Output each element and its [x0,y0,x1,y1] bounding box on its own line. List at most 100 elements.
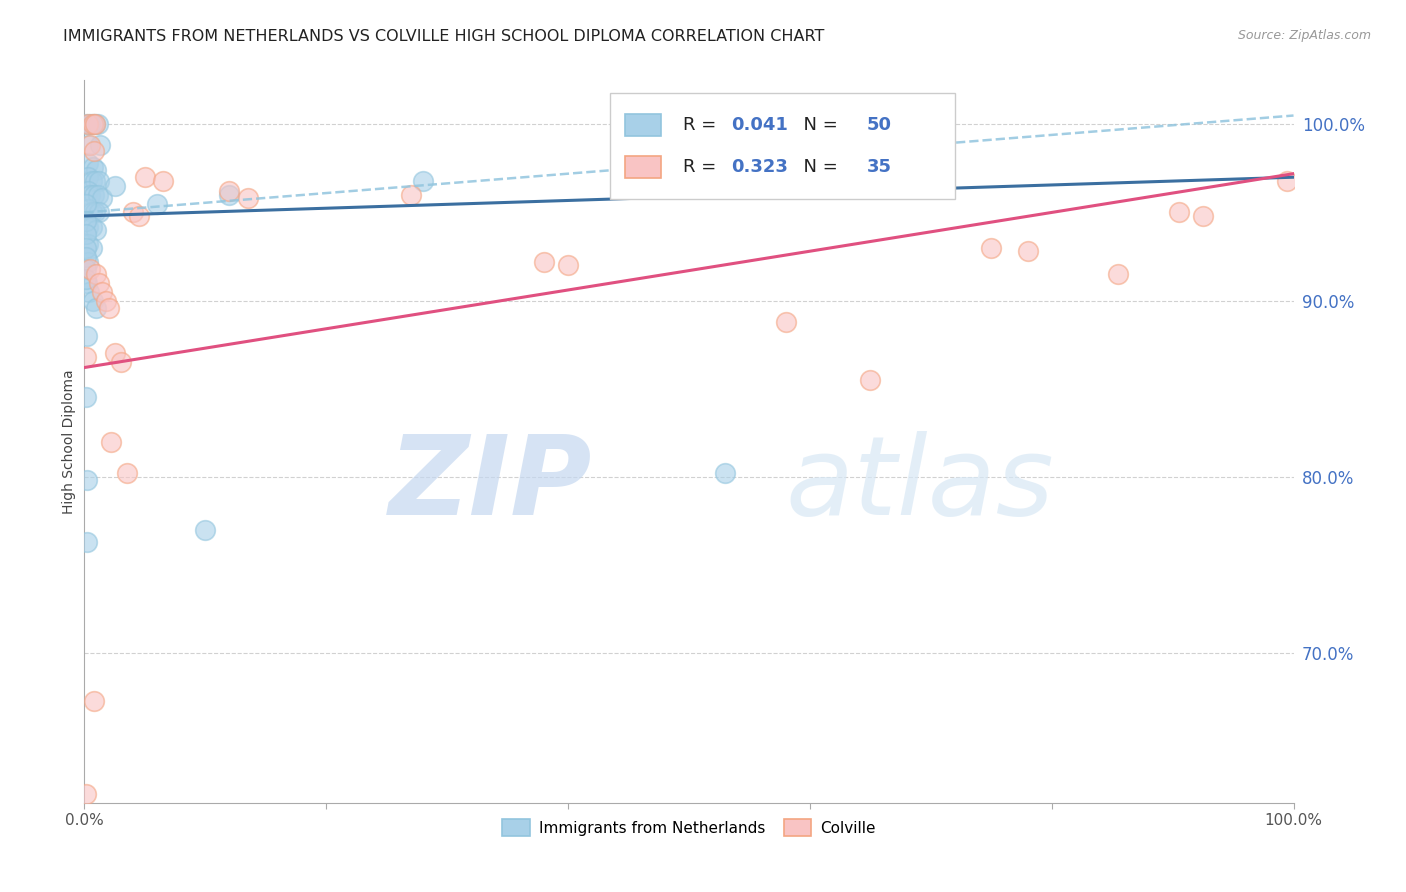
Text: R =: R = [683,116,721,134]
Point [86,301,108,315]
Text: Source: ZipAtlas.com: Source: ZipAtlas.com [1237,29,1371,42]
Point [134,170,156,185]
Point [412,174,434,188]
Point [80,219,103,234]
Point [533,254,555,268]
Text: ZIP: ZIP [388,432,592,539]
Point [194,523,217,537]
Point [82,117,104,131]
Point [110,355,132,369]
Point [79,138,101,153]
Point [86,117,108,131]
Point [79,187,101,202]
Point [86,163,108,178]
Point [77,156,100,170]
Point [84,174,107,188]
Point [89,138,111,153]
Point [82,117,104,131]
Point [77,237,100,252]
Point [79,261,101,276]
Point [859,373,882,387]
Point [83,187,105,202]
Point [146,196,169,211]
Point [1017,244,1039,259]
Point [77,285,100,299]
Point [75,272,97,286]
Point [83,693,105,707]
Text: atlas: atlas [786,432,1054,539]
Point [86,187,108,202]
Point [115,467,138,481]
Text: IMMIGRANTS FROM NETHERLANDS VS COLVILLE HIGH SCHOOL DIPLOMA CORRELATION CHART: IMMIGRANTS FROM NETHERLANDS VS COLVILLE … [63,29,825,44]
Point [82,160,104,174]
Point [77,170,100,185]
Text: R =: R = [683,158,721,176]
Point [79,117,101,131]
Text: 0.041: 0.041 [731,116,789,134]
Point [218,187,240,202]
Point [80,241,103,255]
Legend: Immigrants from Netherlands, Colville: Immigrants from Netherlands, Colville [496,814,882,842]
Point [128,209,150,223]
Point [1277,174,1299,188]
Point [104,346,127,360]
FancyBboxPatch shape [610,93,955,200]
Point [87,276,110,290]
Point [75,261,97,276]
Point [97,301,120,315]
Point [104,179,127,194]
Text: N =: N = [792,116,844,134]
Point [557,258,579,272]
Point [75,787,97,801]
Point [76,328,98,343]
Point [100,434,122,449]
Point [82,293,104,308]
Point [75,250,97,264]
Text: 0.323: 0.323 [731,158,789,176]
Point [94,293,117,308]
Point [75,350,97,364]
Point [77,138,100,153]
Point [218,184,240,198]
Point [75,214,97,228]
Point [1107,267,1129,281]
Point [77,184,100,198]
Point [86,267,108,281]
Point [83,144,105,158]
Point [86,223,108,237]
Point [714,467,737,481]
Point [80,205,103,219]
Point [75,196,97,211]
Point [1167,205,1189,219]
Point [77,219,100,234]
Point [80,174,103,188]
Point [1192,209,1215,223]
Point [76,276,98,290]
Point [399,187,422,202]
Text: 50: 50 [866,116,891,134]
Point [77,117,100,131]
Point [87,205,110,219]
Point [77,254,100,268]
Point [775,315,797,329]
Point [84,117,107,131]
Point [75,117,97,131]
Text: N =: N = [792,158,844,176]
Point [152,174,174,188]
Point [75,241,97,255]
FancyBboxPatch shape [624,114,661,136]
Y-axis label: High School Diploma: High School Diploma [62,369,76,514]
FancyBboxPatch shape [624,156,661,178]
Point [84,117,107,131]
Point [76,473,98,487]
Point [76,535,98,549]
Point [75,391,97,405]
Point [121,205,143,219]
Point [87,174,110,188]
Point [91,285,114,299]
Point [980,241,1002,255]
Text: 35: 35 [866,158,891,176]
Point [84,205,107,219]
Point [75,227,97,241]
Point [91,191,114,205]
